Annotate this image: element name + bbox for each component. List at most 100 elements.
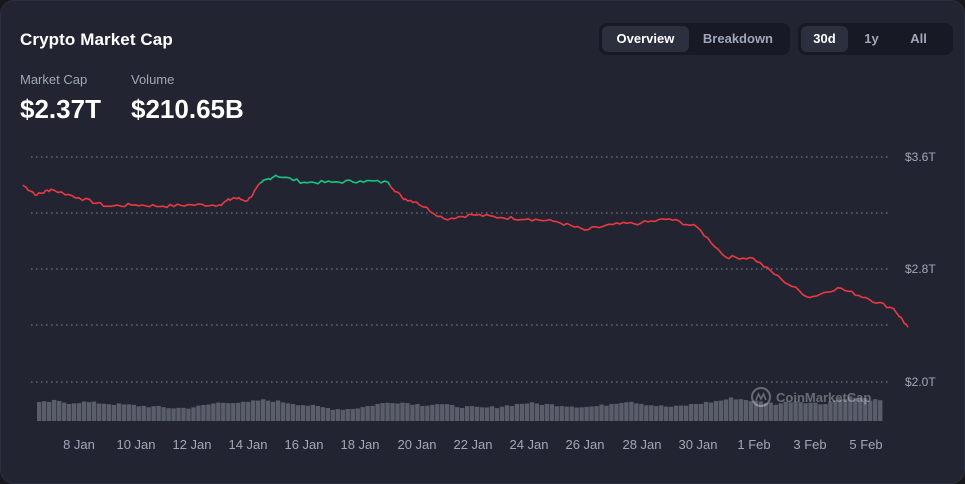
range-1y-button[interactable]: 1y [864,31,879,46]
volume-bar [833,400,838,421]
volume-bar [863,398,868,421]
x-tick-label: 16 Jan [284,437,323,452]
volume-bar [659,405,664,421]
volume-bar [355,408,360,421]
x-tick-label: 1 Feb [737,437,770,452]
volume-bar [634,403,639,421]
volume-bar [474,406,480,421]
volume-bar [260,399,266,421]
volume-bar [639,403,644,421]
volume-bar [798,402,803,421]
market-cap-line [22,174,909,328]
x-tick-label: 30 Jan [678,437,717,452]
volume-bar [698,403,704,421]
line-segment-below-start [22,182,261,209]
volume-bar [81,401,87,421]
volume-bar [310,404,316,421]
volume-bar [101,403,107,421]
volume-bar [688,404,694,421]
volume-bar [71,403,77,421]
volume-bar [823,404,828,421]
volume-bar [853,397,858,421]
volume-bar [415,403,420,421]
volume-bar [489,406,495,421]
volume-bar [236,402,241,421]
volume-bar [683,405,689,421]
volume-bar [46,401,52,421]
volume-bar [569,406,574,421]
volume-bar [320,407,326,421]
range-30d-button[interactable]: 30d [801,26,848,52]
volume-bar [350,408,355,421]
volume-bar [524,403,530,421]
x-tick-label: 20 Jan [397,437,436,452]
tab-overview[interactable]: Overview [602,26,689,52]
volume-bar [469,406,475,421]
volume-bar [246,401,251,421]
volume-bar [37,402,42,421]
volume-bar [380,403,385,421]
volume-bar [241,401,246,421]
volume-bar [838,398,843,421]
volume-bar [395,403,400,421]
volume-bar [544,403,549,421]
x-tick-label: 24 Jan [509,437,548,452]
volume-bar [41,401,47,421]
volume-bar [604,405,609,421]
volume-bar [484,407,490,421]
volume-bar [360,407,365,421]
volume-bar [534,403,540,421]
volume-bar [370,405,375,421]
volume-bar [390,403,395,421]
volume-bar [330,409,335,421]
volume-bar [166,408,171,421]
x-tick-label: 22 Jan [453,437,492,452]
volume-bar [211,403,216,421]
x-tick-label: 8 Jan [63,437,95,452]
volume-bar [450,405,455,421]
volume-bar [161,407,166,421]
volume-bar [146,407,151,421]
volume-bar [116,403,121,421]
volume-bar [136,406,141,421]
volume-bar [599,404,604,421]
volume-bar [559,406,564,421]
volume-bar [788,402,793,421]
tab-breakdown[interactable]: Breakdown [702,31,773,46]
volume-bar [574,407,579,421]
volume-bar [624,402,629,421]
volume-bar [325,408,331,421]
volume-bar [499,406,505,421]
volume-bar [664,406,669,421]
range-all-button[interactable]: All [910,31,927,46]
volume-bar [156,405,161,421]
line-segment-below-start [389,184,909,328]
volume-bar [61,402,67,421]
volume-bar [564,406,569,421]
volume-bar [410,404,415,421]
volume-bar [504,405,510,421]
volume-bar [455,407,460,421]
volume-bar [539,404,544,421]
volume-bar [171,408,176,421]
volume-bar [514,403,520,421]
volume-histogram [37,396,883,421]
coinmarketcap-watermark: CoinMarketCap [751,387,871,407]
volume-bar [231,403,236,421]
volume-bar [221,402,226,421]
volume-bar [843,399,848,421]
volume-bar [270,401,276,421]
volume-bar [479,407,485,421]
volume-bar [265,400,271,421]
volume-bar [86,402,92,421]
volume-bar [201,405,206,421]
volume-bar [733,399,739,421]
volume-bar [813,402,818,421]
volume-bar [255,400,261,421]
volume-bar [873,399,878,421]
volume-bar [858,397,863,421]
volume-bar [738,399,744,421]
volume-bar [509,406,515,421]
